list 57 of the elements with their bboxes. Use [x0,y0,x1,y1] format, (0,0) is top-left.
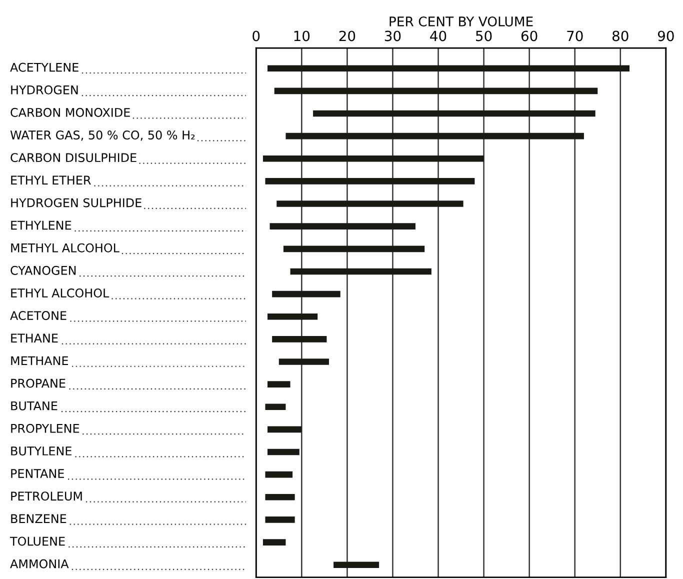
bar [268,313,318,320]
bar [268,448,300,456]
bar [262,155,484,162]
y-tick-label: TOLUENE [10,536,65,546]
y-tick-label: BUTYLENE [11,446,72,456]
y-tick-label: BUTANE [11,401,58,410]
bar [265,404,286,410]
bar [334,562,380,568]
y-tick-label: AMMONIA [10,559,69,568]
y-tick-label: METHANE [11,356,68,366]
x-tick-label: 60 [521,30,538,42]
y-tick-label: ETHYLENE [11,220,72,230]
bar [262,539,286,546]
y-tick-label: HYDROGEN [11,85,78,94]
x-tick-label: 80 [612,30,628,42]
bar [265,494,295,500]
y-tick-label: HYDROGEN SULPHIDE [11,198,142,208]
y-tick-label: CARBON MONOXIDE [10,108,130,117]
y-tick-label: PROPANE [11,378,66,388]
y-tick-label: WATER GAS, 50 % CO, 50 % H₂ [10,130,195,141]
x-tick-label: 90 [658,30,674,42]
bar [268,426,302,433]
y-tick-label: CYANOGEN [10,266,76,275]
bar [283,246,425,252]
bar [313,110,596,117]
x-tick-label: 10 [294,30,310,42]
bar [265,471,293,478]
y-tick-label: PENTANE [11,469,64,478]
x-tick-label: 50 [476,30,492,42]
y-tick-label: ETHANE [11,334,58,342]
y-tick-label: ACETONE [10,311,66,320]
bar [272,336,327,342]
x-tick-label: 40 [430,30,446,42]
x-tick-label: 70 [567,30,583,42]
y-tick-label: ACETYLENE [10,62,78,72]
x-tick-label: 20 [339,30,356,42]
bar [265,516,295,523]
bar [268,381,290,388]
bar [274,88,598,94]
y-tick-label: BENZENE [11,514,66,524]
bar [272,290,340,298]
y-tick-label: PROPYLENE [11,424,80,433]
bar [286,132,584,140]
y-tick-label: CARBON DISULPHIDE [10,153,136,162]
bar [270,223,416,230]
x-axis-title: PER CENT BY VOLUME [390,16,533,26]
y-tick-label: ETHYL ALCOHOL [11,288,110,298]
bar [290,268,432,275]
bar [276,200,464,207]
y-tick-label: PETROLEUM [11,492,82,501]
y-tick-label: ETHYL ETHER [11,176,91,184]
bar [265,178,475,184]
y-tick-label: METHYL ALCOHOL [11,243,120,252]
bar [268,65,630,72]
x-tick-label: 0 [252,30,260,42]
bar [278,358,329,365]
x-tick-label: 30 [384,30,401,42]
